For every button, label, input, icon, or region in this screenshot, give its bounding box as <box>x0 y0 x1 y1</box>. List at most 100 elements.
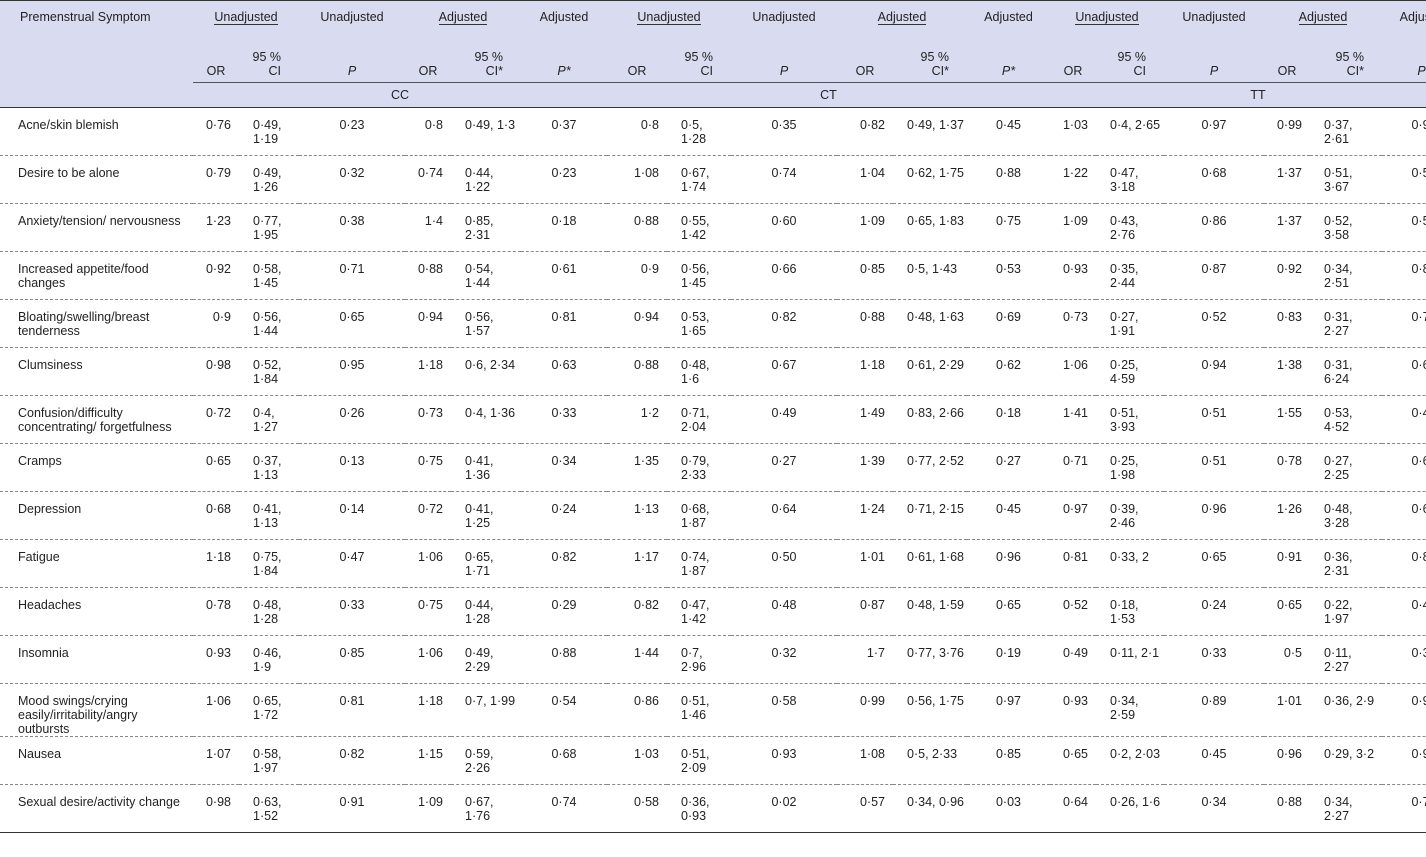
ci-cell: 0·54, 1·44 <box>451 251 521 300</box>
or-cell: 0·65 <box>1050 736 1096 785</box>
p-cell: 0·47 <box>299 539 405 588</box>
table-row: Headaches 0·78 0·48, 1·28 0·33 0·75 0·44, 1·2… <box>0 587 1426 636</box>
or-cell: 0·72 <box>193 395 239 444</box>
or-cell: 0·93 <box>1050 683 1096 737</box>
subheader-cc-or-3: OR <box>405 38 451 83</box>
ci-cell: 0·5, 1·28 <box>667 107 731 156</box>
table-row: Sexual desire/activity change 0·98 0·63, 1… <box>0 784 1426 833</box>
p-cell: 0·38 <box>299 203 405 252</box>
table-row: Bloating/swelling/breast tenderness 0·9 0·… <box>0 299 1426 348</box>
ci-cell: 0·47, 1·42 <box>667 587 731 636</box>
or-cell: 0·88 <box>1264 784 1310 833</box>
or-cell: 1·18 <box>405 683 451 737</box>
ci-cell: 0·68, 1·87 <box>667 491 731 540</box>
or-cell: 0·73 <box>405 395 451 444</box>
ci-cell: 0·33, 2 <box>1096 539 1164 588</box>
or-cell: 0·94 <box>607 299 667 348</box>
or-cell: 0·88 <box>607 203 667 252</box>
ci-cell: 0·48, 1·63 <box>893 299 967 348</box>
ci-cell: 0·46, 1·9 <box>239 635 299 684</box>
or-cell: 1·01 <box>837 539 893 588</box>
ci-cell: 0·18, 1·53 <box>1096 587 1164 636</box>
ci-cell: 0·67, 1·76 <box>451 784 521 833</box>
ci-cell: 0·7, 1·99 <box>451 683 521 737</box>
p-cell: 0·33 <box>521 395 607 444</box>
ci-cell: 0·44, 1·28 <box>451 587 521 636</box>
ci-cell: 0·4, 1·27 <box>239 395 299 444</box>
ci-cell: 0·51, 2·09 <box>667 736 731 785</box>
ci-cell: 0·7, 2·96 <box>667 635 731 684</box>
subheader-ct-ci-1: 95 % CI <box>667 38 731 83</box>
p-cell: 0·03 <box>967 784 1050 833</box>
or-cell: 1·37 <box>1264 155 1310 204</box>
cc-adj-p-header: Adjusted <box>521 0 607 38</box>
subheader-cc-or-0: OR <box>193 38 239 83</box>
ci-cell: 0·77, 1·95 <box>239 203 299 252</box>
p-cell: 0·63 <box>521 347 607 396</box>
p-cell: 0·87 <box>1164 251 1264 300</box>
subheader-tt-p-5: P* <box>1382 38 1426 83</box>
ci-cell: 0·5, 1·43 <box>893 251 967 300</box>
ci-cell: 0·85, 2·31 <box>451 203 521 252</box>
ci-cell: 0·48, 3·28 <box>1310 491 1382 540</box>
or-cell: 1·24 <box>837 491 893 540</box>
or-cell: 0·93 <box>193 635 239 684</box>
ci-label-top: 95 % <box>684 50 714 64</box>
subheader-tt-or-3: OR <box>1264 38 1310 83</box>
symptom-name: Fatigue <box>0 539 193 588</box>
subheader-ct-ci-4: 95 % CI* <box>893 38 967 83</box>
subheader-cc-p-2: P <box>299 38 405 83</box>
or-cell: 1·06 <box>1050 347 1096 396</box>
subheader-ct-p-5: P* <box>967 38 1050 83</box>
or-cell: 0·64 <box>1050 784 1096 833</box>
table-row: Anxiety/tension/ nervousness 1·23 0·77, 1·… <box>0 203 1426 252</box>
subheader-ct-or-0: OR <box>607 38 667 83</box>
symptom-name: Anxiety/tension/ nervousness <box>0 203 193 252</box>
ci-cell: 0·55, 1·42 <box>667 203 731 252</box>
or-cell: 1·04 <box>837 155 893 204</box>
ci-cell: 0·29, 3·2 <box>1310 736 1382 785</box>
ci-cell: 0·65, 1·83 <box>893 203 967 252</box>
or-cell: 1·09 <box>837 203 893 252</box>
ci-cell: 0·59, 2·26 <box>451 736 521 785</box>
table-row: Cramps 0·65 0·37, 1·13 0·13 0·75 0·41, 1·36 0·… <box>0 443 1426 492</box>
or-cell: 0·99 <box>1264 107 1310 156</box>
p-cell: 0·86 <box>1164 203 1264 252</box>
or-cell: 0·97 <box>1050 491 1096 540</box>
symptom-table: Premenstrual Symptom Unadjusted Unadjust… <box>0 0 1426 833</box>
p-cell: 0·33 <box>299 587 405 636</box>
or-cell: 0·96 <box>1264 736 1310 785</box>
cc-unadj-p-header: Unadjusted <box>299 0 405 38</box>
ci-cell: 0·83, 2·66 <box>893 395 967 444</box>
or-cell: 1·4 <box>405 203 451 252</box>
p-cell: 0·68 <box>521 736 607 785</box>
p-cell: 0·32 <box>299 155 405 204</box>
ci-cell: 0·52, 3·58 <box>1310 203 1382 252</box>
p-cell: 0·88 <box>967 155 1050 204</box>
or-cell: 1·09 <box>1050 203 1096 252</box>
genotype-tt: TT <box>1050 82 1426 108</box>
ct-unadj-header: Unadjusted <box>637 10 701 25</box>
p-cell: 0·96 <box>967 539 1050 588</box>
or-cell: 0·74 <box>405 155 451 204</box>
ci-cell: 0·25, 1·98 <box>1096 443 1164 492</box>
ci-cell: 0·65, 1·71 <box>451 539 521 588</box>
ci-cell: 0·39, 2·46 <box>1096 491 1164 540</box>
subheader-ct-or-3: OR <box>837 38 893 83</box>
tt-unadj-header: Unadjusted <box>1075 10 1139 25</box>
p-cell: 0·35 <box>731 107 837 156</box>
p-cell: 0·51 <box>1164 395 1264 444</box>
ct-unadj-p-header: Unadjusted <box>731 0 837 38</box>
or-cell: 1·22 <box>1050 155 1096 204</box>
p-cell: 0·96 <box>1164 491 1264 540</box>
or-cell: 0·75 <box>405 587 451 636</box>
tt-unadj-p-header: Unadjusted <box>1164 0 1264 38</box>
p-cell: 0·74 <box>521 784 607 833</box>
or-cell: 1·17 <box>607 539 667 588</box>
or-cell: 1·08 <box>837 736 893 785</box>
ci-cell: 0·56, 1·75 <box>893 683 967 737</box>
ci-cell: 0·34, 2·51 <box>1310 251 1382 300</box>
table-row: Mood swings/crying easily/irritability/a… <box>0 683 1426 737</box>
ci-cell: 0·36, 2·31 <box>1310 539 1382 588</box>
subheader-ct-p-2: P <box>731 38 837 83</box>
